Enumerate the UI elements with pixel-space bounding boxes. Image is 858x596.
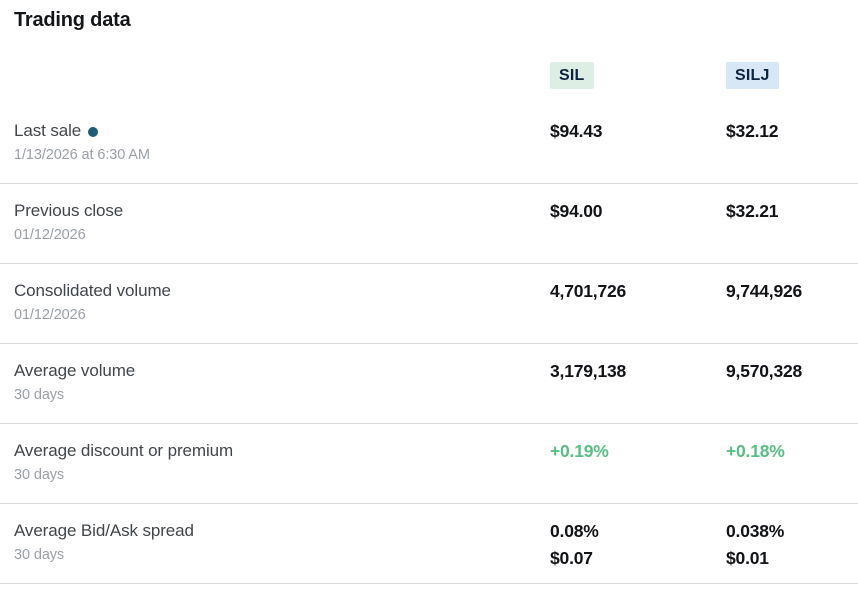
row-header: Last sale 1/13/2026 at 6:30 AM <box>14 120 550 183</box>
cell-value-sil-dollar: $0.07 <box>550 548 593 568</box>
cell-value-silj: $32.12 <box>726 121 779 141</box>
cell-value-sil: 4,701,726 <box>550 281 627 301</box>
table-row-average-volume: Average volume 30 days 3,179,138 9,570,3… <box>0 344 858 424</box>
row-label: Average discount or premium <box>14 441 234 460</box>
cell-value-silj: +0.18% <box>726 441 785 461</box>
row-label: Average volume <box>14 361 136 380</box>
row-sublabel: 30 days <box>14 387 65 403</box>
ticker-badge-silj: SILJ <box>726 62 779 89</box>
cell-sil: 0.08% $0.07 <box>550 520 726 583</box>
row-label: Previous close <box>14 201 124 220</box>
live-indicator-dot <box>88 127 99 137</box>
header-cell-sil: SIL <box>550 62 726 89</box>
cell-value-sil: +0.19% <box>550 441 609 461</box>
section-title: Trading data <box>14 9 131 31</box>
table-row-previous-close: Previous close 01/12/2026 $94.00 $32.21 <box>0 184 858 264</box>
row-header: Average discount or premium 30 days <box>14 440 550 503</box>
ticker-badge-sil: SIL <box>550 62 594 89</box>
cell-value-silj: $32.21 <box>726 201 779 221</box>
cell-value-silj-percent: 0.038% <box>726 521 785 541</box>
table-row-last-sale: Last sale 1/13/2026 at 6:30 AM $94.43 $3… <box>0 104 858 184</box>
cell-value-silj: 9,570,328 <box>726 361 803 381</box>
cell-value-silj-dollar: $0.01 <box>726 548 769 568</box>
table-row-average-discount-premium: Average discount or premium 30 days +0.1… <box>0 424 858 504</box>
row-sublabel: 01/12/2026 <box>14 307 86 323</box>
row-sublabel: 01/12/2026 <box>14 227 86 243</box>
row-sublabel: 1/13/2026 at 6:30 AM <box>14 147 150 163</box>
row-header: Average volume 30 days <box>14 360 550 423</box>
row-header: Previous close 01/12/2026 <box>14 200 550 263</box>
table-row-average-bid-ask-spread: Average Bid/Ask spread 30 days 0.08% $0.… <box>0 504 858 584</box>
cell-value-sil-percent: 0.08% <box>550 521 599 541</box>
row-sublabel: 30 days <box>14 547 65 563</box>
cell-silj: 0.038% $0.01 <box>726 520 852 583</box>
cell-value-silj: 9,744,926 <box>726 281 803 301</box>
row-header: Consolidated volume 01/12/2026 <box>14 280 550 343</box>
cell-value-sil: $94.00 <box>550 201 603 221</box>
header-cell-silj: SILJ <box>726 62 852 89</box>
row-header: Average Bid/Ask spread 30 days <box>14 520 550 583</box>
row-label: Consolidated volume <box>14 281 171 300</box>
cell-value-sil: $94.43 <box>550 121 603 141</box>
header-spacer <box>14 62 550 89</box>
table-row-consolidated-volume: Consolidated volume 01/12/2026 4,701,726… <box>0 264 858 344</box>
column-header-row: SIL SILJ <box>0 32 858 104</box>
row-sublabel: 30 days <box>14 467 65 483</box>
row-label: Last sale <box>14 121 82 140</box>
cell-value-sil: 3,179,138 <box>550 361 627 381</box>
row-label: Average Bid/Ask spread <box>14 521 194 540</box>
